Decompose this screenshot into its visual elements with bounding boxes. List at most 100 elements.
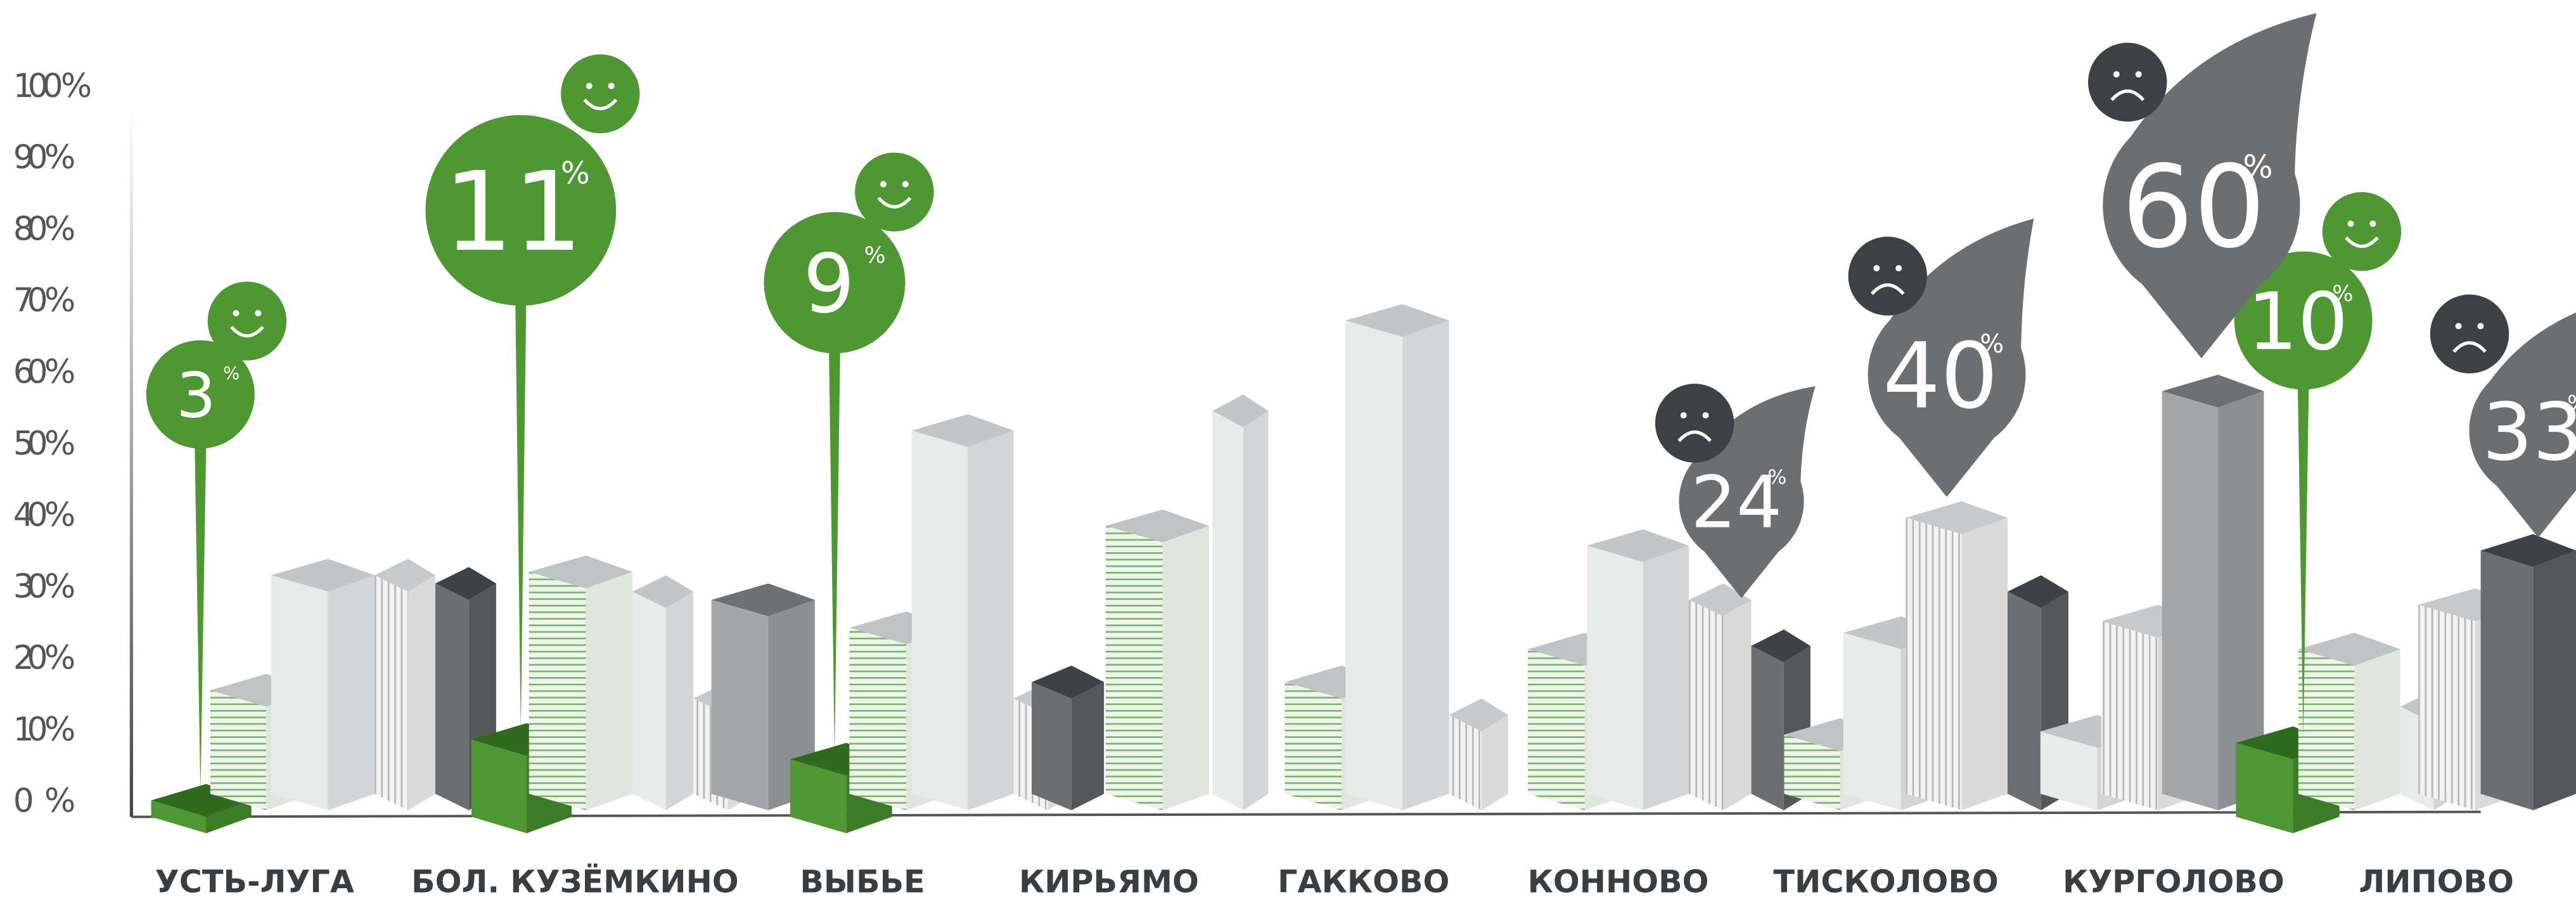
y-axis [129, 107, 133, 817]
eye [2477, 323, 2484, 330]
negative-callout: 33% [2430, 294, 2576, 538]
building-side [2354, 649, 2400, 811]
building-top [1751, 629, 1810, 663]
building-top [1105, 509, 1210, 543]
mood-face [2322, 192, 2402, 271]
building-front [2480, 550, 2534, 811]
eye [2113, 71, 2120, 78]
eye [586, 82, 593, 89]
eye [255, 309, 262, 316]
eye [1702, 412, 1709, 419]
mood-face [207, 281, 287, 361]
mouth [1677, 430, 1712, 443]
callout-value: 33 [2482, 385, 2576, 478]
mouth [2452, 341, 2487, 353]
callout-value: 3 [176, 360, 216, 432]
category-label: КУРГОЛОВО [2063, 863, 2284, 899]
building-side [1961, 517, 2008, 811]
building-side [1723, 600, 1752, 811]
category-label: ГАККОВО [1278, 863, 1449, 899]
building-front [2008, 592, 2041, 811]
drop-head [2103, 107, 2300, 304]
y-tick-label: 100 % [13, 67, 92, 105]
building-top [911, 414, 1014, 448]
building-top [375, 559, 436, 592]
eye [233, 309, 240, 316]
building-top [271, 559, 375, 592]
category-label: ЛИПОВО [2359, 863, 2514, 899]
category-label: ТИСКОЛОВО [1774, 863, 1999, 899]
building-top [1345, 304, 1449, 337]
building-top [1906, 501, 2008, 534]
building-top [1212, 394, 1269, 428]
building-side [407, 575, 436, 811]
mouth [877, 197, 912, 209]
category-label: КИРЬЯМО [1019, 863, 1199, 899]
y-tick-label: 30 % [13, 567, 76, 605]
drop-head [1868, 295, 2026, 454]
building-front [911, 430, 968, 811]
eye [1680, 412, 1687, 419]
building-top [2008, 575, 2068, 609]
building-front [1843, 633, 1902, 811]
y-tick-label: 50 % [13, 425, 76, 463]
building-front [271, 575, 328, 811]
building-front [1285, 682, 1342, 811]
mouth [2110, 89, 2145, 101]
building-side [328, 575, 375, 811]
building-front [632, 592, 666, 811]
y-tick-label: 80 % [13, 210, 76, 248]
eye [608, 82, 615, 89]
pin-head [146, 340, 255, 449]
building-front [2162, 391, 2219, 811]
eye [2135, 71, 2142, 78]
category-label: КОННОВО [1528, 863, 1709, 899]
building-front [1587, 545, 1643, 811]
building-front [2418, 604, 2475, 811]
building-side [2533, 550, 2576, 811]
mouth [1870, 283, 1905, 295]
eye [1873, 265, 1880, 272]
percent-sign: % [2332, 281, 2353, 307]
callout-value: 9 [803, 237, 855, 332]
building-top [711, 583, 815, 617]
building-front [210, 690, 267, 811]
mouth [2345, 236, 2379, 249]
building-top [1689, 583, 1752, 617]
building-side [586, 572, 633, 811]
positive-callout: 3% [146, 281, 287, 792]
building-front [1784, 734, 1840, 811]
percent-sign: % [561, 156, 590, 191]
building-top [1449, 698, 1508, 732]
building-front [1345, 320, 1403, 811]
percent-sign: % [2243, 148, 2272, 185]
building-side [1481, 715, 1508, 811]
building-top [1587, 529, 1689, 562]
eye [2347, 220, 2354, 227]
building-top [2480, 534, 2576, 567]
building-front [2101, 621, 2158, 811]
eye [2369, 220, 2376, 227]
eye [2455, 323, 2462, 330]
positive-callout: 11% [425, 54, 640, 732]
percent-sign: % [2567, 392, 2576, 417]
positive-callout: 9% [764, 152, 934, 753]
y-tick-label: 20 % [13, 639, 76, 677]
building-top [2298, 633, 2400, 666]
y-tick-label: 40 % [13, 496, 76, 534]
mood-face [855, 152, 934, 232]
pin-stem [514, 210, 528, 732]
negative-callout: 40% [1848, 218, 2034, 497]
building-top [435, 567, 496, 600]
percent-sign: % [864, 243, 886, 269]
y-tick-label: 70 % [13, 281, 76, 320]
pin-stem [2297, 320, 2310, 737]
building-front [435, 583, 469, 811]
building-front [711, 600, 769, 811]
mood-face [561, 54, 640, 134]
building-front [151, 800, 207, 834]
building-front [2040, 731, 2098, 811]
y-tick-label: 60 % [13, 353, 76, 391]
building-front [790, 759, 847, 834]
